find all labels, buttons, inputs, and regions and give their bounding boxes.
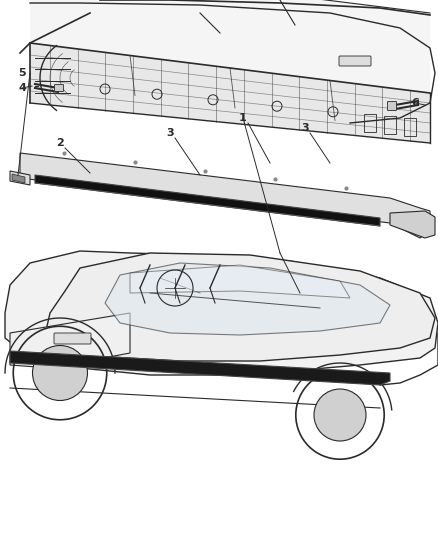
FancyBboxPatch shape xyxy=(54,85,64,92)
Text: 4: 4 xyxy=(18,83,26,93)
Text: 3: 3 xyxy=(166,128,174,138)
Polygon shape xyxy=(5,251,438,375)
Polygon shape xyxy=(10,351,390,385)
Polygon shape xyxy=(30,43,430,143)
FancyBboxPatch shape xyxy=(339,56,371,66)
Polygon shape xyxy=(130,265,350,298)
FancyBboxPatch shape xyxy=(388,101,396,110)
Polygon shape xyxy=(390,211,435,238)
Text: 1: 1 xyxy=(239,113,247,123)
Bar xyxy=(364,114,376,132)
Polygon shape xyxy=(10,313,130,368)
Text: 3: 3 xyxy=(301,123,309,133)
Text: 2: 2 xyxy=(56,138,64,148)
Polygon shape xyxy=(10,171,30,185)
Bar xyxy=(404,118,416,136)
Polygon shape xyxy=(105,263,390,335)
Text: 6: 6 xyxy=(411,98,419,108)
Polygon shape xyxy=(35,175,380,226)
Polygon shape xyxy=(20,153,430,238)
Circle shape xyxy=(32,345,88,400)
FancyBboxPatch shape xyxy=(54,333,91,344)
Polygon shape xyxy=(12,174,25,183)
Bar xyxy=(384,116,396,134)
Circle shape xyxy=(314,389,366,441)
Text: 5: 5 xyxy=(18,68,26,78)
Polygon shape xyxy=(45,253,435,361)
Polygon shape xyxy=(30,0,430,93)
